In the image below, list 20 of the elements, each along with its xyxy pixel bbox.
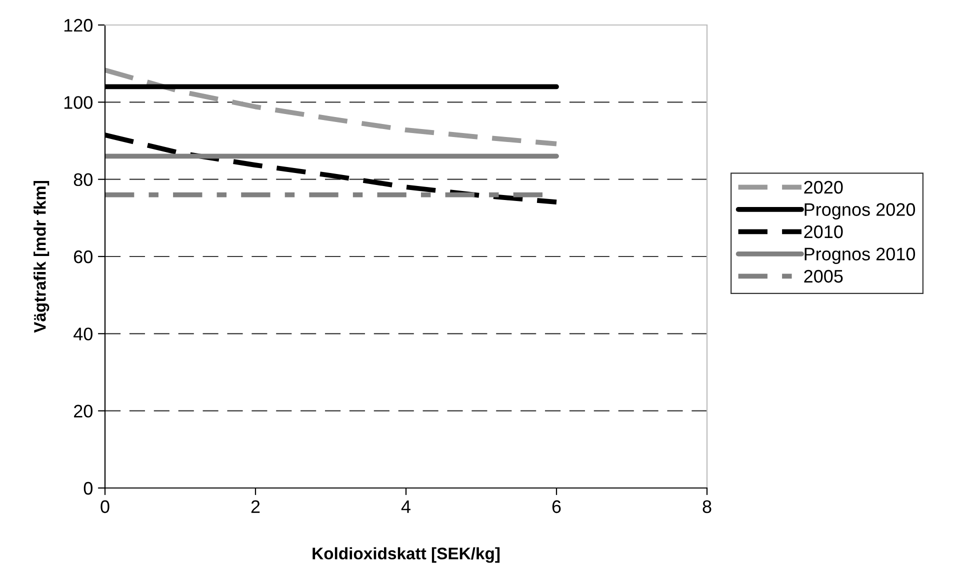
line-series — [105, 68, 559, 146]
legend-label: Prognos 2020 — [804, 203, 916, 220]
legend-label: 2020 — [804, 180, 843, 194]
y-tick-label: 0 — [84, 482, 92, 495]
y-tick-label: 60 — [74, 250, 92, 264]
y-tick-label: 20 — [74, 404, 92, 418]
x-tick-label: 4 — [401, 500, 410, 513]
legend-label: 2005 — [804, 270, 843, 283]
y-tick-label: 100 — [64, 96, 92, 109]
x-tick-label: 8 — [702, 500, 712, 514]
y-tick-label: 120 — [64, 18, 92, 32]
x-tick-label: 0 — [100, 500, 110, 514]
legend-label: 2010 — [804, 225, 843, 238]
legend-label: Prognos 2010 — [804, 248, 916, 264]
x-axis-title: Koldioxidskatt [SEK/kg] — [312, 547, 500, 563]
y-tick-label: 40 — [74, 328, 92, 340]
y-tick-label: 80 — [74, 173, 92, 186]
y-axis-title: Vägtrafik [mdr fkm] — [34, 181, 50, 333]
x-tick-label: 2 — [251, 500, 260, 513]
x-tick-label: 6 — [552, 500, 561, 514]
